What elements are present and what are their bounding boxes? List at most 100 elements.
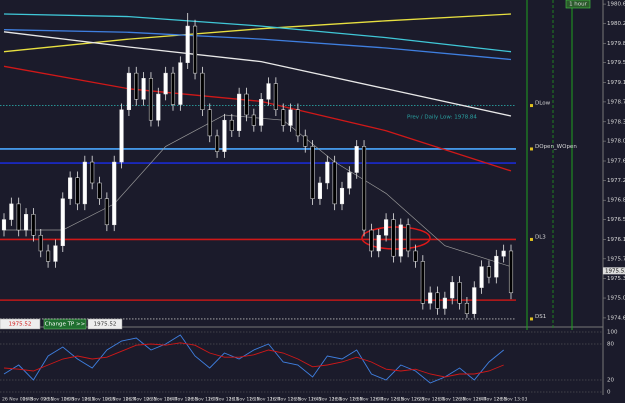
- osc-tick-label: 100: [607, 330, 618, 336]
- candle-body: [119, 109, 124, 163]
- x-tick-label: 26 Nov 12:39: [435, 397, 466, 403]
- candle-body: [222, 119, 227, 152]
- candle-body: [178, 62, 183, 105]
- candle-body: [192, 25, 198, 74]
- candle-body: [288, 109, 293, 126]
- x-tick-label: 26 Nov 09:51: [23, 397, 54, 403]
- change-tp-button[interactable]: [43, 318, 87, 330]
- level-label: DL3: [535, 234, 546, 240]
- candle-body: [317, 182, 323, 199]
- candle-body: [457, 282, 462, 304]
- moving-average: [3, 31, 512, 117]
- candle-body: [450, 282, 455, 299]
- y-tick-label: 1975.00: [607, 296, 625, 302]
- candle-body: [384, 219, 389, 236]
- candle-body: [339, 187, 345, 205]
- x-tick-label: 26 Nov 12:31: [414, 397, 445, 403]
- y-tick-label: 1979.87: [607, 41, 625, 47]
- candle-body: [347, 172, 352, 189]
- candle-body: [494, 255, 499, 278]
- candle-body: [68, 177, 73, 199]
- candle-body: [163, 72, 168, 95]
- osc-tick-label: 80: [607, 342, 614, 348]
- candle-body: [508, 250, 514, 294]
- button-label[interactable]: Change TP >>: [45, 322, 86, 328]
- candle-body: [244, 93, 249, 116]
- y-tick-label: 1978.00: [607, 139, 625, 145]
- candle-body: [215, 135, 220, 152]
- candle-body: [75, 177, 80, 205]
- candle-body: [332, 161, 337, 205]
- candle-body: [148, 78, 154, 121]
- candle-body: [9, 203, 14, 220]
- candle-body: [376, 235, 381, 252]
- price-box: [0, 318, 41, 330]
- candle-body: [126, 72, 131, 110]
- candle-body: [406, 224, 411, 252]
- x-tick-label: 26 Nov 10:27: [105, 397, 136, 403]
- candle-body: [501, 250, 506, 257]
- candle-body: [90, 161, 95, 184]
- candle-body: [472, 287, 477, 314]
- candle-body: [185, 25, 190, 63]
- moving-average: [3, 13, 512, 53]
- candle-body: [325, 161, 330, 184]
- y-tick-label: 1980.62: [607, 2, 625, 8]
- candle-body: [31, 214, 36, 236]
- x-tick-label: 26 Nov 12:23: [393, 397, 424, 403]
- candle-body: [464, 303, 469, 314]
- y-tick-label: 1976.50: [607, 217, 625, 223]
- candle-body: [229, 119, 234, 131]
- level-marker: [530, 104, 533, 108]
- price-right: 1975.52: [94, 322, 117, 328]
- y-tick-label: 1976.12: [607, 237, 625, 243]
- candle-body: [141, 78, 146, 100]
- y-tick-label: 1980.25: [607, 21, 625, 27]
- candle-body: [53, 245, 58, 262]
- x-tick-label: 26 Nov 12:07: [352, 397, 383, 403]
- candle-body: [207, 109, 212, 137]
- x-tick-label: 26 Nov 12:47: [455, 397, 486, 403]
- x-tick-label: 26 Nov 09:43: [2, 397, 33, 403]
- candle-body: [303, 135, 308, 147]
- candle-body: [369, 229, 374, 252]
- candle-body: [23, 214, 29, 231]
- y-tick-label: 1978.37: [607, 119, 625, 125]
- candle-body: [281, 109, 286, 126]
- y-tick-label: 1975.75: [607, 256, 625, 262]
- candle-body: [435, 292, 440, 309]
- candle-body: [200, 72, 205, 110]
- candle-body: [112, 161, 117, 226]
- level-label: DS1: [535, 314, 546, 320]
- x-tick-label: 26 Nov 11:43: [290, 397, 321, 403]
- x-tick-label: 26 Nov 11:51: [311, 397, 342, 403]
- candle-body: [361, 146, 367, 231]
- x-tick-label: 26 Nov 11:03: [187, 397, 218, 403]
- annotation: Prev / Daily Low: 1978.84: [407, 115, 477, 121]
- y-tick-label: 1974.62: [607, 315, 625, 321]
- x-tick-label: 26 Nov 10:11: [64, 397, 95, 403]
- moving-average: [3, 13, 512, 53]
- y-tick-label: 1977.62: [607, 159, 625, 165]
- candle-body: [97, 182, 102, 199]
- candle-body: [134, 72, 139, 100]
- price-left: 1975.52: [9, 322, 32, 328]
- candle-body: [156, 93, 161, 121]
- candle-body: [354, 146, 359, 173]
- candle-body: [420, 261, 425, 304]
- candle-body: [38, 235, 43, 252]
- candle-body: [104, 198, 109, 226]
- candle-body: [16, 203, 21, 231]
- candle-body: [442, 297, 447, 309]
- x-tick-label: 26 Nov 10:55: [167, 397, 198, 403]
- y-tick-label: 1979.12: [607, 80, 625, 86]
- x-tick-label: 26 Nov 10:03: [43, 397, 74, 403]
- candle-body: [273, 83, 278, 110]
- x-tick-label: 26 Nov 10:47: [146, 397, 177, 403]
- candle-body: [391, 219, 396, 257]
- x-tick-label: 26 Nov 10:19: [84, 397, 115, 403]
- candle-body: [46, 250, 51, 262]
- candle-body: [428, 292, 433, 304]
- candle-body: [266, 83, 271, 100]
- x-tick-label: 26 Nov 12:15: [373, 397, 404, 403]
